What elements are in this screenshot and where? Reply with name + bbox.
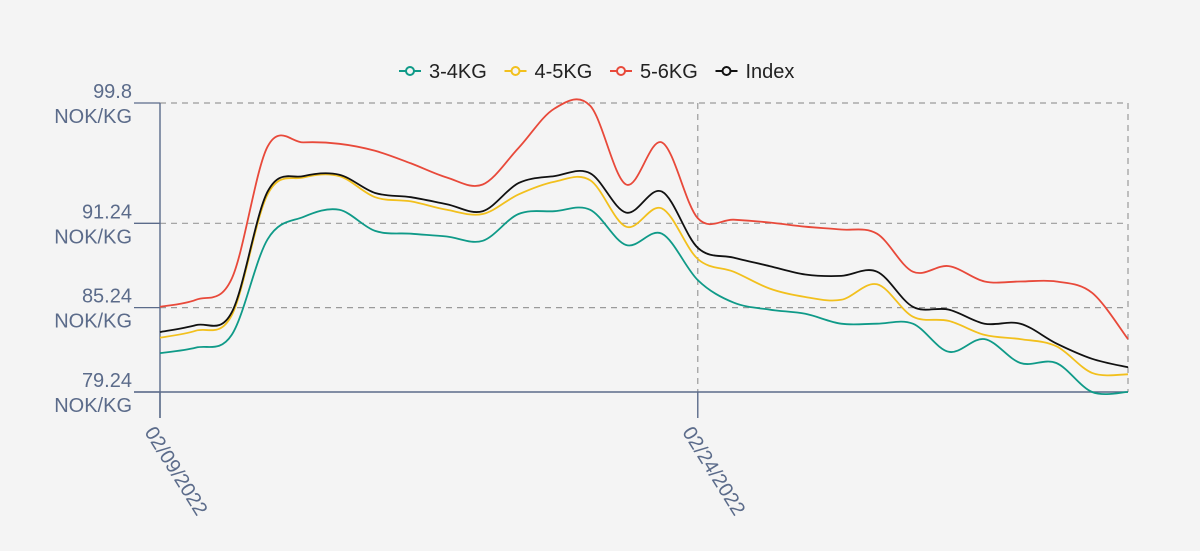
legend-marker: [616, 66, 626, 76]
y-tick-unit: NOK/KG: [54, 106, 132, 128]
y-tick-label: 79.24: [82, 370, 132, 392]
x-tick-label: 02/24/2022: [678, 423, 750, 520]
y-tick-label: 91.24: [82, 201, 132, 223]
y-tick-label: 85.24: [82, 286, 132, 308]
grid-layer: [160, 102, 1129, 392]
legend-item-index[interactable]: Index: [715, 61, 795, 83]
legend-label: 5-6KG: [640, 61, 698, 83]
axes-layer: 99.8 NOK/KG 91.24 NOK/KG 85.24 NOK/KG 79.24 NOK…: [54, 81, 1128, 520]
series-line-3-4kg: [159, 206, 1129, 396]
y-tick-unit: NOK/KG: [54, 226, 132, 248]
legend-marker: [405, 66, 415, 76]
legend-label: 3-4KG: [429, 61, 487, 83]
legend-item-5-6kg[interactable]: 5-6KG: [610, 61, 698, 83]
legend-marker: [721, 66, 732, 76]
legend-label: 4-5KG: [535, 61, 593, 83]
series-layer: [159, 98, 1129, 396]
legend-item-3-4kg[interactable]: 3-4KG: [399, 61, 487, 83]
legend: 3-4KG 4-5KG 5-6KG Index: [399, 61, 794, 83]
legend-label: Index: [746, 61, 795, 83]
series-line-5-6kg: [159, 98, 1129, 340]
series-line-index: [159, 170, 1129, 369]
legend-item-4-5kg[interactable]: 4-5KG: [504, 61, 593, 83]
y-tick-unit: NOK/KG: [54, 311, 132, 333]
x-tick-label: 02/09/2022: [140, 423, 212, 520]
y-tick-label: 99.8: [93, 81, 132, 103]
y-tick-unit: NOK/KG: [54, 395, 132, 417]
legend-marker: [510, 66, 521, 76]
series-line-4-5kg: [159, 173, 1129, 377]
